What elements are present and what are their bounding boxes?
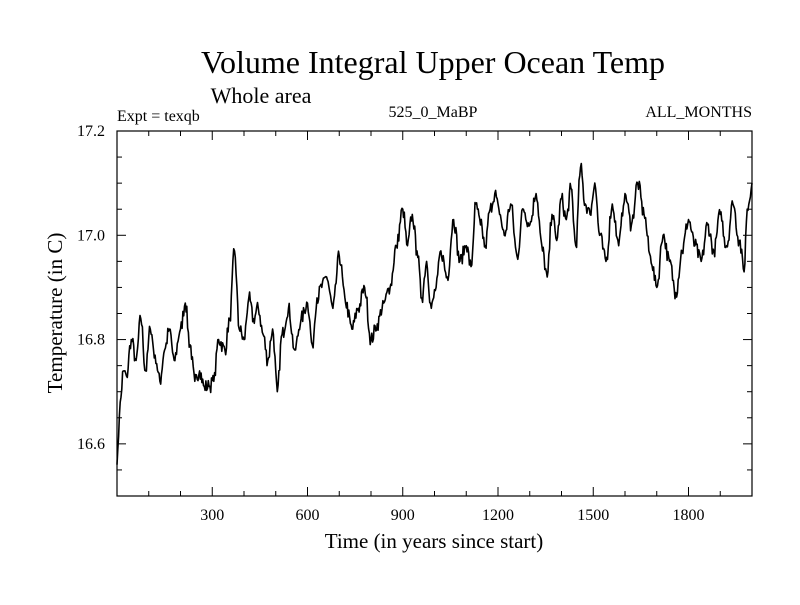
y-axis-label: Temperature (in C) [43,233,67,394]
y-tick-label: 16.8 [77,332,105,349]
chart-subtitle: Whole area [211,83,312,108]
x-tick-label: 1800 [673,507,705,524]
annotation-experiment: Expt = texqb [117,108,200,125]
chart-title: Volume Integral Upper Ocean Temp [201,44,665,80]
tick-labels: 300 600 900 1200 1500 1800 16.6 16.8 17.0 17.2 [77,123,705,524]
plot-frame [116,130,753,497]
series-line [116,162,753,465]
x-tick-label: 600 [296,507,320,524]
axis-ticks [117,131,752,496]
x-axis-label: Time (in years since start) [325,529,544,553]
annotation-months: ALL_MONTHS [645,104,752,121]
annotation-period: 525_0_MaBP [389,104,478,121]
y-tick-label: 17.0 [77,227,105,244]
x-tick-label: 300 [200,507,224,524]
y-tick-label: 16.6 [77,436,105,453]
y-tick-label: 17.2 [77,123,105,140]
x-tick-label: 900 [391,507,415,524]
x-tick-label: 1500 [577,507,609,524]
x-tick-label: 1200 [482,507,514,524]
